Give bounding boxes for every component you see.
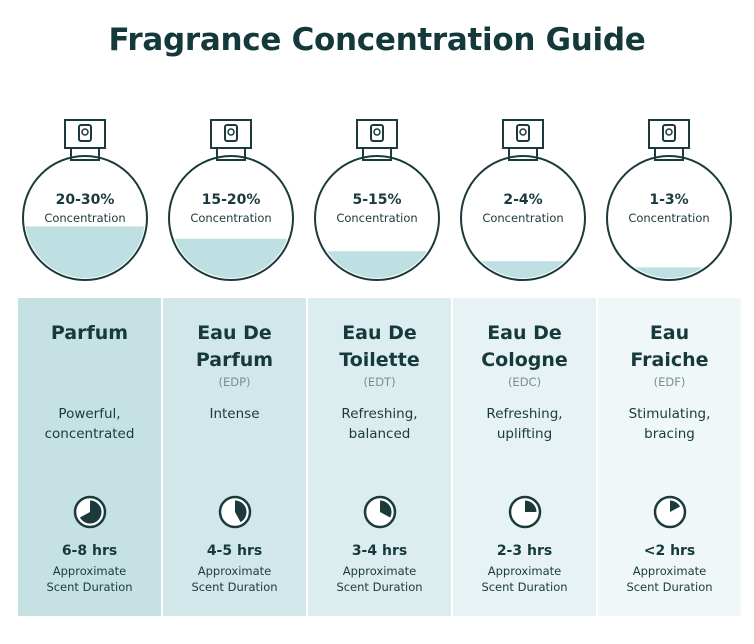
fragrance-name: Eau De Toilette bbox=[339, 322, 420, 371]
bottle-neck bbox=[362, 147, 392, 161]
perfume-bottle-icon bbox=[168, 119, 294, 281]
duration-label: Approximate Scent Duration bbox=[481, 564, 568, 594]
duration-label: Approximate Scent Duration bbox=[46, 564, 133, 594]
cap-dot bbox=[81, 128, 89, 136]
concentration-value: 1-3% bbox=[649, 192, 689, 208]
perfume-bottle-icon bbox=[460, 119, 586, 281]
bottle-row: 20-30% Concentration 15-20% Concentratio… bbox=[0, 110, 754, 290]
fragrance-abbr: (EDF) bbox=[653, 375, 686, 389]
bottle-liquid bbox=[317, 251, 437, 278]
fragrance-description: Refreshing, uplifting bbox=[486, 406, 563, 442]
concentration-value: 20-30% bbox=[55, 192, 115, 208]
cap-dot bbox=[519, 128, 527, 136]
clock-icon bbox=[363, 495, 397, 529]
panel-parfum: Parfum Powerful, concentrated 6-8 hrs App… bbox=[18, 298, 161, 616]
panel-edc: Eau De Cologne (EDC) Refreshing, uplifting… bbox=[453, 298, 596, 616]
concentration-label: Concentration bbox=[336, 211, 418, 225]
clock-icon bbox=[653, 495, 687, 529]
bottle-edt: 5-15% Concentration bbox=[307, 110, 447, 290]
perfume-bottle-icon bbox=[314, 119, 440, 281]
concentration-label: Concentration bbox=[628, 211, 710, 225]
bottle-neck bbox=[70, 147, 100, 161]
bottle-body bbox=[460, 155, 586, 281]
fragrance-description: Stimulating, bracing bbox=[628, 406, 711, 442]
panel-edt: Eau De Toilette (EDT) Refreshing, balanced… bbox=[308, 298, 451, 616]
bottle-neck bbox=[216, 147, 246, 161]
concentration-label: Concentration bbox=[44, 211, 126, 225]
clock-wedge bbox=[79, 500, 102, 524]
clock-icon bbox=[73, 495, 107, 529]
concentration-value: 15-20% bbox=[201, 192, 261, 208]
bottle-liquid bbox=[609, 267, 729, 278]
fragrance-name: Parfum bbox=[50, 322, 129, 344]
duration-value: 6-8 hrs bbox=[61, 543, 118, 559]
bottle-parfum: 20-30% Concentration bbox=[15, 110, 155, 290]
clock-wedge bbox=[670, 500, 681, 512]
bottle-body bbox=[168, 155, 294, 281]
perfume-bottle-icon bbox=[606, 119, 732, 281]
concentration-value: 2-4% bbox=[503, 192, 543, 208]
bottle-liquid bbox=[25, 226, 145, 278]
bottle-body bbox=[606, 155, 732, 281]
perfume-bottle-icon bbox=[22, 119, 148, 281]
clock-icon bbox=[508, 495, 542, 529]
page-title: Fragrance Concentration Guide bbox=[108, 22, 646, 58]
fragrance-abbr: (EDT) bbox=[363, 375, 396, 389]
fragrance-description: Powerful, concentrated bbox=[44, 406, 135, 442]
fragrance-abbr: (EDP) bbox=[218, 375, 251, 389]
concentration-label: Concentration bbox=[190, 211, 272, 225]
duration-label: Approximate Scent Duration bbox=[626, 564, 713, 594]
panel-edf: Eau Fraiche (EDF) Stimulating, bracing <2 … bbox=[598, 298, 741, 616]
fragrance-abbr: (EDC) bbox=[507, 375, 542, 389]
concentration-label: Concentration bbox=[482, 211, 564, 225]
panel-edp: Eau De Parfum (EDP) Intense 4-5 hrs Appro… bbox=[163, 298, 306, 616]
duration-value: 2-3 hrs bbox=[496, 543, 553, 559]
clock-wedge bbox=[235, 500, 247, 523]
bottle-body bbox=[314, 155, 440, 281]
fragrance-name: Eau Fraiche bbox=[630, 322, 709, 371]
duration-value: 3-4 hrs bbox=[351, 543, 408, 559]
bottle-neck bbox=[654, 147, 684, 161]
concentration-value: 5-15% bbox=[352, 192, 402, 208]
bottle-edf: 1-3% Concentration bbox=[599, 110, 739, 290]
bottle-edp: 15-20% Concentration bbox=[161, 110, 301, 290]
clock-wedge bbox=[380, 500, 392, 518]
fragrance-description: Intense bbox=[209, 406, 260, 422]
bottle-liquid bbox=[171, 238, 291, 278]
cap-dot bbox=[373, 128, 381, 136]
bottle-body bbox=[22, 155, 148, 281]
clock-icon bbox=[218, 495, 252, 529]
clock-wedge bbox=[525, 500, 537, 512]
duration-label: Approximate Scent Duration bbox=[336, 564, 423, 594]
cap-dot bbox=[227, 128, 235, 136]
cap-dot bbox=[665, 128, 673, 136]
duration-label: Approximate Scent Duration bbox=[191, 564, 278, 594]
bottle-edc: 2-4% Concentration bbox=[453, 110, 593, 290]
fragrance-name: Eau De Cologne bbox=[481, 322, 568, 371]
duration-value: <2 hrs bbox=[643, 543, 696, 559]
fragrance-name: Eau De Parfum bbox=[195, 322, 274, 371]
fragrance-description: Refreshing, balanced bbox=[341, 406, 418, 442]
bottle-neck bbox=[508, 147, 538, 161]
duration-value: 4-5 hrs bbox=[206, 543, 263, 559]
bottle-liquid bbox=[463, 261, 583, 278]
